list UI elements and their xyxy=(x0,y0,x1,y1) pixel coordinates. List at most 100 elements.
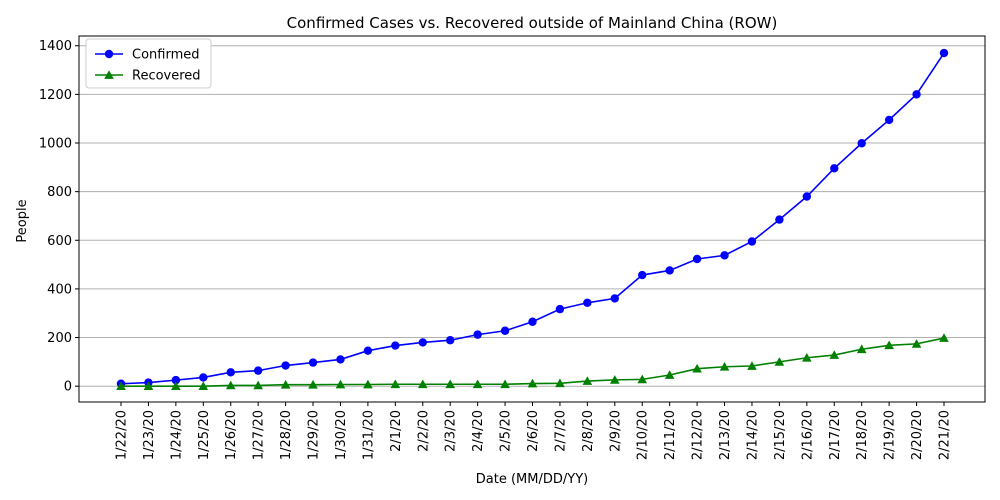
data-point xyxy=(830,164,839,173)
data-point xyxy=(638,270,647,280)
data-point xyxy=(226,368,235,377)
x-tick-label: 1/24/20 xyxy=(169,410,184,460)
data-point xyxy=(610,375,620,384)
data-point xyxy=(446,336,455,345)
data-point xyxy=(473,330,482,339)
legend-marker xyxy=(104,49,114,59)
data-point xyxy=(308,379,318,389)
data-point xyxy=(390,379,401,389)
data-point xyxy=(472,379,483,389)
data-point xyxy=(664,370,675,379)
series-line xyxy=(120,52,945,385)
data-point xyxy=(171,375,181,385)
data-point xyxy=(720,251,729,260)
x-tick-label: 2/1/20 xyxy=(389,410,404,452)
data-point xyxy=(363,379,373,389)
x-tick-label: 1/27/20 xyxy=(252,410,267,460)
data-point xyxy=(884,115,894,125)
data-point xyxy=(719,361,730,371)
data-point xyxy=(500,379,510,389)
data-point xyxy=(253,366,263,375)
x-tick-label: 2/6/20 xyxy=(526,410,541,452)
plot-series xyxy=(116,48,949,391)
legend-label: Confirmed xyxy=(132,48,200,63)
grid xyxy=(79,45,985,387)
data-point xyxy=(528,317,537,326)
data-point xyxy=(911,339,922,348)
x-tick-label: 2/9/20 xyxy=(608,410,623,452)
data-point xyxy=(747,361,757,370)
data-point xyxy=(308,358,318,367)
data-point xyxy=(198,381,209,391)
series-recovered xyxy=(116,333,949,391)
x-tick-label: 2/17/20 xyxy=(828,410,843,460)
y-tick-label: 600 xyxy=(47,234,72,249)
data-point xyxy=(857,139,866,148)
data-point xyxy=(391,341,400,350)
x-tick-label: 2/19/20 xyxy=(883,410,898,460)
x-axis: 1/22/20 1/23/20 1/24/20 1/25/20 1/26/20 1/27/… xyxy=(115,402,953,460)
y-tick-label: 200 xyxy=(47,331,72,346)
data-point xyxy=(199,373,208,382)
x-tick-label: 2/4/20 xyxy=(471,410,486,452)
data-point xyxy=(281,361,290,370)
data-point xyxy=(336,355,345,364)
y-tick-label: 1200 xyxy=(39,88,72,103)
data-point xyxy=(116,381,126,391)
data-point xyxy=(555,378,565,388)
x-tick-label: 2/3/20 xyxy=(444,410,459,452)
data-point xyxy=(582,376,593,385)
x-tick-label: 1/28/20 xyxy=(279,410,294,460)
x-tick-label: 2/7/20 xyxy=(553,410,568,452)
plot-frame xyxy=(78,35,986,403)
data-point xyxy=(774,357,785,366)
x-tick-label: 1/25/20 xyxy=(197,410,212,460)
data-point xyxy=(335,379,346,389)
x-tick-label: 2/15/20 xyxy=(773,410,788,460)
data-point xyxy=(939,333,949,342)
legend-label: Recovered xyxy=(132,69,201,84)
x-tick-label: 2/13/20 xyxy=(718,410,733,460)
data-point xyxy=(829,350,840,359)
x-tick-label: 1/31/20 xyxy=(361,410,376,460)
data-point xyxy=(500,326,510,335)
data-point xyxy=(802,352,812,362)
y-tick-label: 800 xyxy=(47,185,72,200)
data-point xyxy=(884,340,894,350)
x-tick-label: 1/30/20 xyxy=(334,410,349,460)
data-point xyxy=(527,378,538,388)
x-tick-label: 1/23/20 xyxy=(142,410,157,460)
x-tick-label: 2/16/20 xyxy=(800,410,815,460)
data-point xyxy=(939,48,949,58)
data-point xyxy=(802,192,812,201)
y-tick-label: 1400 xyxy=(39,39,72,54)
y-axis-title: People xyxy=(15,199,30,242)
x-tick-label: 2/8/20 xyxy=(581,410,596,452)
data-point xyxy=(253,380,263,390)
data-point xyxy=(610,294,619,303)
data-point xyxy=(775,215,784,224)
x-tick-label: 2/14/20 xyxy=(745,410,760,460)
x-axis-title: Date (MM/DD/YY) xyxy=(476,472,588,487)
series-confirmed xyxy=(116,48,949,388)
x-tick-label: 2/21/20 xyxy=(938,410,953,460)
x-tick-label: 2/18/20 xyxy=(855,410,870,460)
x-tick-label: 1/26/20 xyxy=(224,410,239,460)
chart-title: Confirmed Cases vs. Recovered outside of… xyxy=(287,14,778,32)
y-tick-label: 1000 xyxy=(39,137,72,152)
data-point xyxy=(363,346,373,355)
data-point xyxy=(171,381,181,391)
data-point xyxy=(856,344,867,354)
x-tick-label: 2/11/20 xyxy=(663,410,678,460)
data-point xyxy=(747,237,757,246)
y-tick-label: 400 xyxy=(47,282,72,297)
legend: Confirmed Recovered xyxy=(85,38,212,89)
data-point xyxy=(417,379,428,389)
data-point xyxy=(555,304,565,314)
data-point xyxy=(143,381,154,391)
data-point xyxy=(583,298,592,307)
data-point xyxy=(692,254,702,264)
data-point xyxy=(225,380,236,390)
data-point xyxy=(637,374,648,384)
